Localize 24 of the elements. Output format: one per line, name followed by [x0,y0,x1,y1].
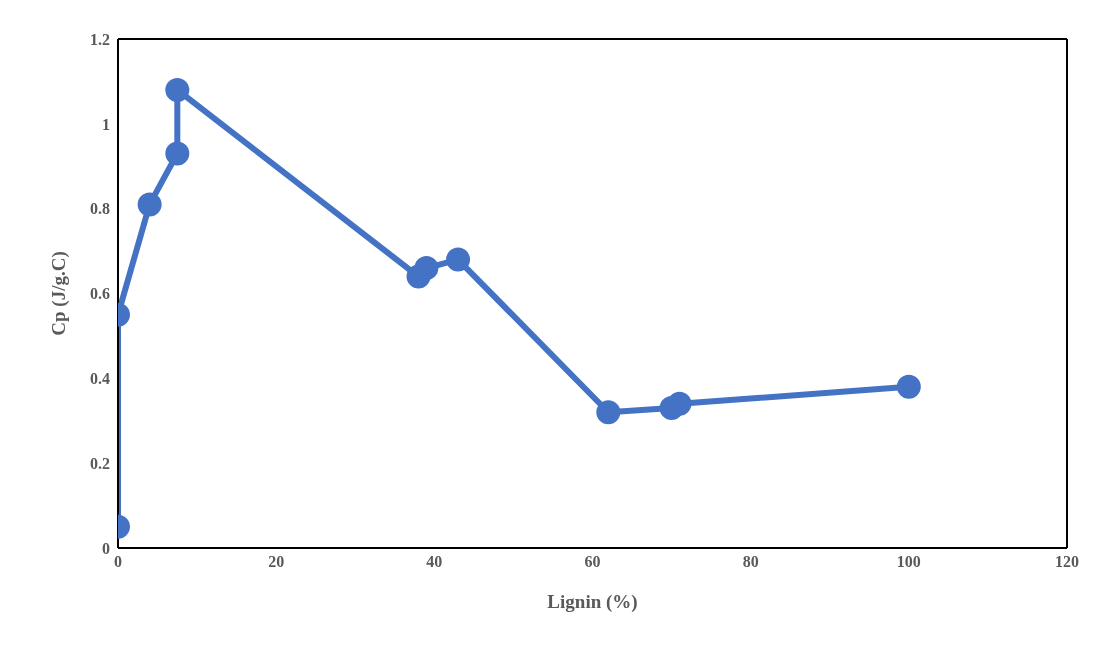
x-tick-label: 20 [268,553,285,571]
y-tick-label: 0 [102,539,110,557]
y-axis-title: Cp (J/g.C) [47,251,70,336]
point [446,247,471,272]
x-tick-label: 80 [742,553,759,571]
point [596,400,621,425]
x-tick-label: 100 [896,553,921,571]
y-tick-label: 0.8 [90,200,110,218]
point [165,141,190,166]
point [667,391,692,416]
x-tick-label: 0 [114,553,122,571]
point [137,192,162,217]
y-tick-label: 1 [102,115,110,133]
x-tick-label: 120 [1055,553,1079,571]
y-tick-label: 0.4 [90,370,110,388]
y-tick-label: 1.2 [90,30,110,48]
point [165,77,190,102]
point [896,374,921,399]
y-tick-label: 0.2 [90,454,110,472]
y-tick-label: 0.6 [90,285,110,303]
x-tick-label: 60 [584,553,601,571]
point [414,256,439,281]
x-tick-label: 40 [426,553,443,571]
x-axis-title: Lignin (%) [547,591,638,613]
